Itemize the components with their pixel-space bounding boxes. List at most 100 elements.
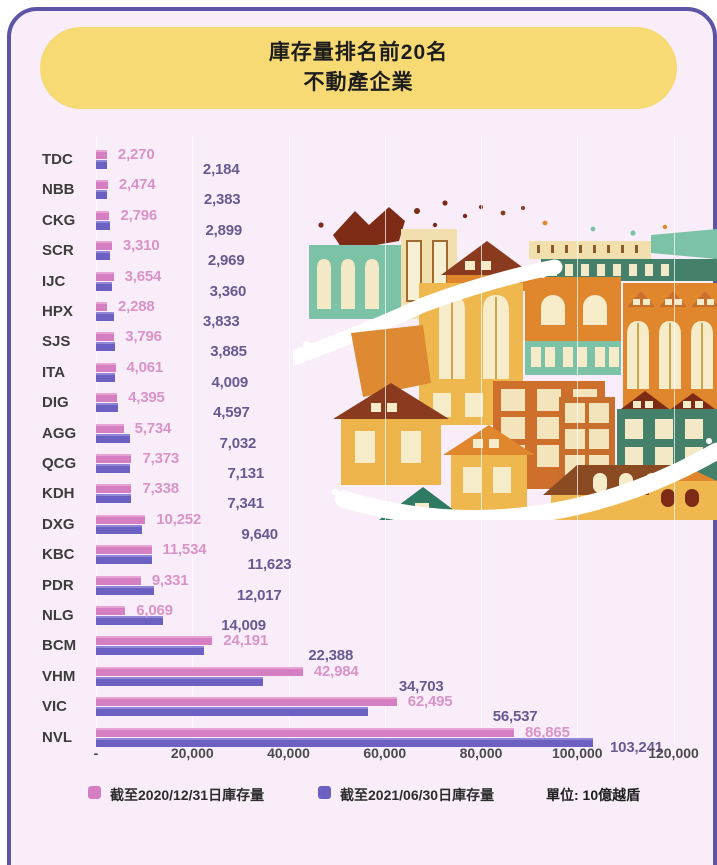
bar-2021-06-30 (96, 342, 115, 352)
bar-2021-06-30 (96, 312, 115, 321)
x-axis-tick: 20,000 (170, 745, 214, 761)
value-2021: 103,241 (610, 738, 663, 756)
bar-2021-06-30 (96, 616, 164, 625)
x-axis-tick: - (93, 745, 99, 761)
company-label: ITA (42, 363, 66, 381)
value-2020: 62,495 (407, 693, 453, 711)
bar-2021-06-30 (96, 737, 593, 747)
value-2020: 2,270 (117, 146, 155, 163)
value-2021: 3,885 (210, 343, 247, 361)
x-axis-tick: 60,000 (363, 745, 407, 761)
value-2021: 7,131 (227, 465, 265, 482)
value-2021: 4,597 (213, 404, 250, 422)
value-2020: 7,373 (142, 450, 180, 467)
bar-2021-06-30 (96, 494, 132, 504)
company-label: IJC (42, 272, 66, 290)
value-2020: 2,288 (118, 298, 155, 315)
value-2021: 12,017 (236, 586, 282, 604)
bar-2021-06-30 (96, 555, 152, 565)
bar-2021-06-30 (96, 190, 108, 200)
value-2021: 2,184 (202, 161, 240, 178)
company-label: DIG (42, 394, 69, 412)
x-axis-tick: 80,000 (459, 745, 503, 761)
value-2020: 7,338 (142, 480, 179, 498)
value-2020: 2,796 (120, 206, 157, 224)
chart-legend: 截至2020/12/31日庫存量 截至2021/06/30日庫存量 單位: 10… (0, 785, 717, 805)
value-2021: 14,009 (221, 617, 266, 634)
bar-2020-12-31 (96, 697, 397, 707)
page-title-line2: 不動產企業 (303, 71, 414, 94)
bar-2021-06-30 (96, 220, 110, 230)
value-2020: 10,252 (156, 510, 202, 528)
value-2020: 11,534 (162, 541, 207, 559)
bar-2021-06-30 (96, 707, 369, 717)
company-label: KDH (42, 485, 75, 503)
company-label: TDC (42, 151, 73, 168)
value-2020: 3,310 (122, 237, 160, 255)
gridline (288, 136, 290, 748)
bar-2020-12-31 (96, 575, 141, 585)
value-2021: 3,833 (203, 313, 240, 330)
value-2021: 11,623 (247, 556, 292, 574)
company-label: VHM (42, 667, 76, 685)
bar-2020-12-31 (96, 150, 107, 159)
gridline (673, 136, 675, 748)
value-2020: 9,331 (151, 571, 189, 589)
value-2020: 2,474 (118, 176, 156, 194)
value-2020: 24,191 (223, 632, 269, 650)
bar-2021-06-30 (96, 160, 107, 169)
bar-2021-06-30 (96, 524, 143, 534)
value-2021: 22,388 (308, 647, 354, 665)
x-axis-tick: 120,000 (648, 745, 699, 761)
bar-2020-12-31 (96, 302, 107, 311)
bar-2021-06-30 (96, 251, 111, 261)
bar-2020-12-31 (96, 545, 152, 555)
company-label: QCG (42, 455, 77, 472)
company-label: HPX (42, 303, 73, 320)
page-title-line1: 庫存量排名前20名 (268, 40, 449, 64)
company-label: BCM (42, 637, 77, 655)
value-2020: 86,865 (525, 723, 570, 741)
legend-label-2020: 截至2020/12/31日庫存量 (110, 787, 265, 803)
bar-2020-12-31 (96, 362, 116, 372)
value-2021: 7,341 (227, 495, 264, 513)
bar-2021-06-30 (96, 585, 154, 595)
unit-label: 單位: 10億越盾 (546, 787, 641, 803)
bar-2020-12-31 (96, 423, 124, 433)
value-2021: 9,640 (241, 525, 278, 543)
gridline (577, 136, 579, 748)
value-2020: 6,069 (136, 602, 173, 619)
company-label: CKG (42, 211, 76, 229)
company-label: PDR (42, 576, 74, 594)
bar-2021-06-30 (96, 281, 113, 291)
bar-2020-12-31 (96, 514, 146, 524)
company-label: NLG (42, 607, 74, 624)
bar-2020-12-31 (96, 636, 213, 646)
bar-2020-12-31 (96, 484, 132, 494)
legend-label-2021: 截至2021/06/30日庫存量 (340, 787, 495, 803)
legend-swatch-2020 (88, 786, 101, 799)
value-2021: 2,899 (205, 221, 242, 239)
bar-2020-12-31 (96, 210, 110, 220)
bar-2021-06-30 (96, 646, 204, 656)
value-2021: 2,383 (203, 191, 241, 209)
value-2020: 42,984 (313, 662, 359, 680)
x-axis-tick: 40,000 (267, 745, 310, 761)
bar-2021-06-30 (96, 676, 263, 686)
title-box: 庫存量排名前20名 不動產企業 (40, 27, 677, 109)
gridline (481, 136, 482, 748)
bar-2021-06-30 (96, 372, 116, 382)
bar-2020-12-31 (96, 606, 126, 615)
bar-2020-12-31 (96, 180, 108, 190)
x-axis-tick: 100,000 (551, 745, 603, 761)
value-2020: 5,734 (134, 419, 172, 437)
bar-2021-06-30 (96, 433, 130, 443)
company-label: KBC (42, 546, 75, 564)
value-2021: 7,032 (219, 434, 257, 452)
bar-2020-12-31 (96, 666, 303, 676)
bar-2020-12-31 (96, 271, 114, 281)
bar-2020-12-31 (96, 454, 132, 463)
company-label: DXG (42, 515, 75, 533)
company-label: NVL (42, 728, 72, 746)
